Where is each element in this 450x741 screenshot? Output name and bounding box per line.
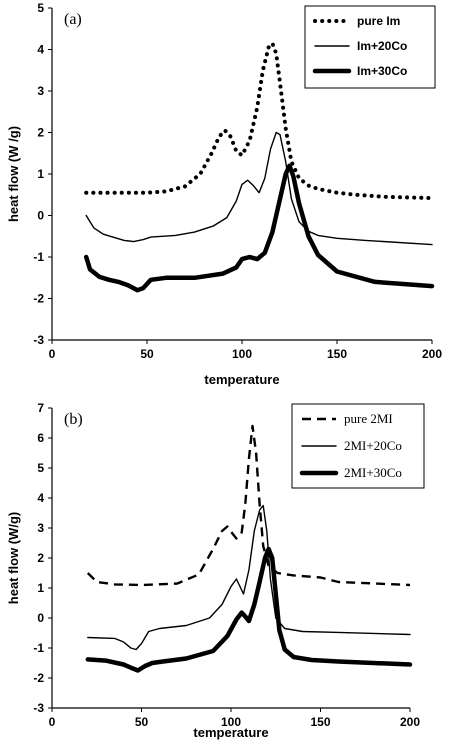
panel-b-series-2mi-30co: [85, 546, 413, 673]
panel-a-y-tick-label: -3: [33, 333, 44, 347]
panel-b-y-tick-label: 0: [37, 611, 44, 625]
panel-b-y-tick-label: 5: [37, 461, 44, 475]
panel-a-y-tick-label: 5: [37, 1, 44, 15]
panel-a-x-tick-label: 100: [232, 347, 252, 361]
panel-a-y-axis-label: heat flow (W /g): [6, 126, 21, 222]
panel-a-x-tick-label: 50: [140, 347, 154, 361]
panel-b-legend-label-2mi-30co: 2MI+30Co: [344, 465, 402, 480]
panel-a-x-tick-label: 0: [49, 347, 56, 361]
panel-a-x-tick-label: 200: [422, 347, 442, 361]
panel-a-x-axis-label: temperature: [204, 372, 279, 387]
panel-b-x-tick-label: 200: [400, 715, 420, 729]
panel-a-y-tick-label: 1: [37, 167, 44, 181]
panel-a-y-tick-label: -1: [33, 250, 44, 264]
panel-a-legend-label-im-30co: Im+30Co: [357, 64, 407, 78]
panel-b-x-tick-label: 100: [221, 715, 241, 729]
panel-b-series-2mi-20co: [87, 504, 411, 651]
panel-b-y-tick-label: 2: [37, 551, 44, 565]
panel-b-label: (b): [64, 411, 83, 428]
panel-b-legend-label-pure-2mi: pure 2MI: [344, 411, 393, 426]
panel-b-y-axis-label: heat flow (W/g): [6, 512, 21, 604]
panel-a-legend-box: [304, 5, 436, 89]
panel-b-y-tick-label: 1: [37, 581, 44, 595]
panel-a-legend-label-im-20co: Im+20Co: [357, 39, 407, 53]
panel-b-y-tick-label: -2: [33, 671, 44, 685]
panel-b-y-tick-label: 6: [37, 431, 44, 445]
panel-a-legend-label-pure-im: pure Im: [357, 14, 400, 28]
panel-a-y-tick-label: -2: [33, 292, 44, 306]
panel-b-x-tick-label: 150: [310, 715, 330, 729]
panel-a-series-im-30co: [83, 163, 435, 293]
panel-a-y-tick-label: 0: [37, 209, 44, 223]
panel-a-y-tick-label: 2: [37, 126, 44, 140]
panel-b-legend-label-2mi-20co: 2MI+20Co: [344, 438, 402, 453]
panel-b-y-tick-label: 3: [37, 521, 44, 535]
panel-b-y-tick-label: -3: [33, 701, 44, 715]
panel-b-y-tick-label: 4: [37, 491, 44, 505]
panel-a-series-im-20co: [85, 131, 433, 246]
panel-b-x-tick-label: 0: [49, 715, 56, 729]
panel-b-y-tick-label: 7: [37, 401, 44, 415]
panel-b-series-pure-2mi: [86, 424, 411, 587]
panel-b-x-tick-label: 50: [135, 715, 149, 729]
panel-a-label: (a): [64, 11, 82, 28]
panel-a-y-tick-label: 4: [37, 43, 44, 57]
panel-b-y-tick-label: -1: [33, 641, 44, 655]
panel-a-series-pure-im: [84, 41, 434, 201]
panel-a-y-tick-label: 3: [37, 84, 44, 98]
panel-a-x-tick-label: 150: [327, 347, 347, 361]
panel-b-x-axis-label: temperature: [193, 725, 268, 740]
